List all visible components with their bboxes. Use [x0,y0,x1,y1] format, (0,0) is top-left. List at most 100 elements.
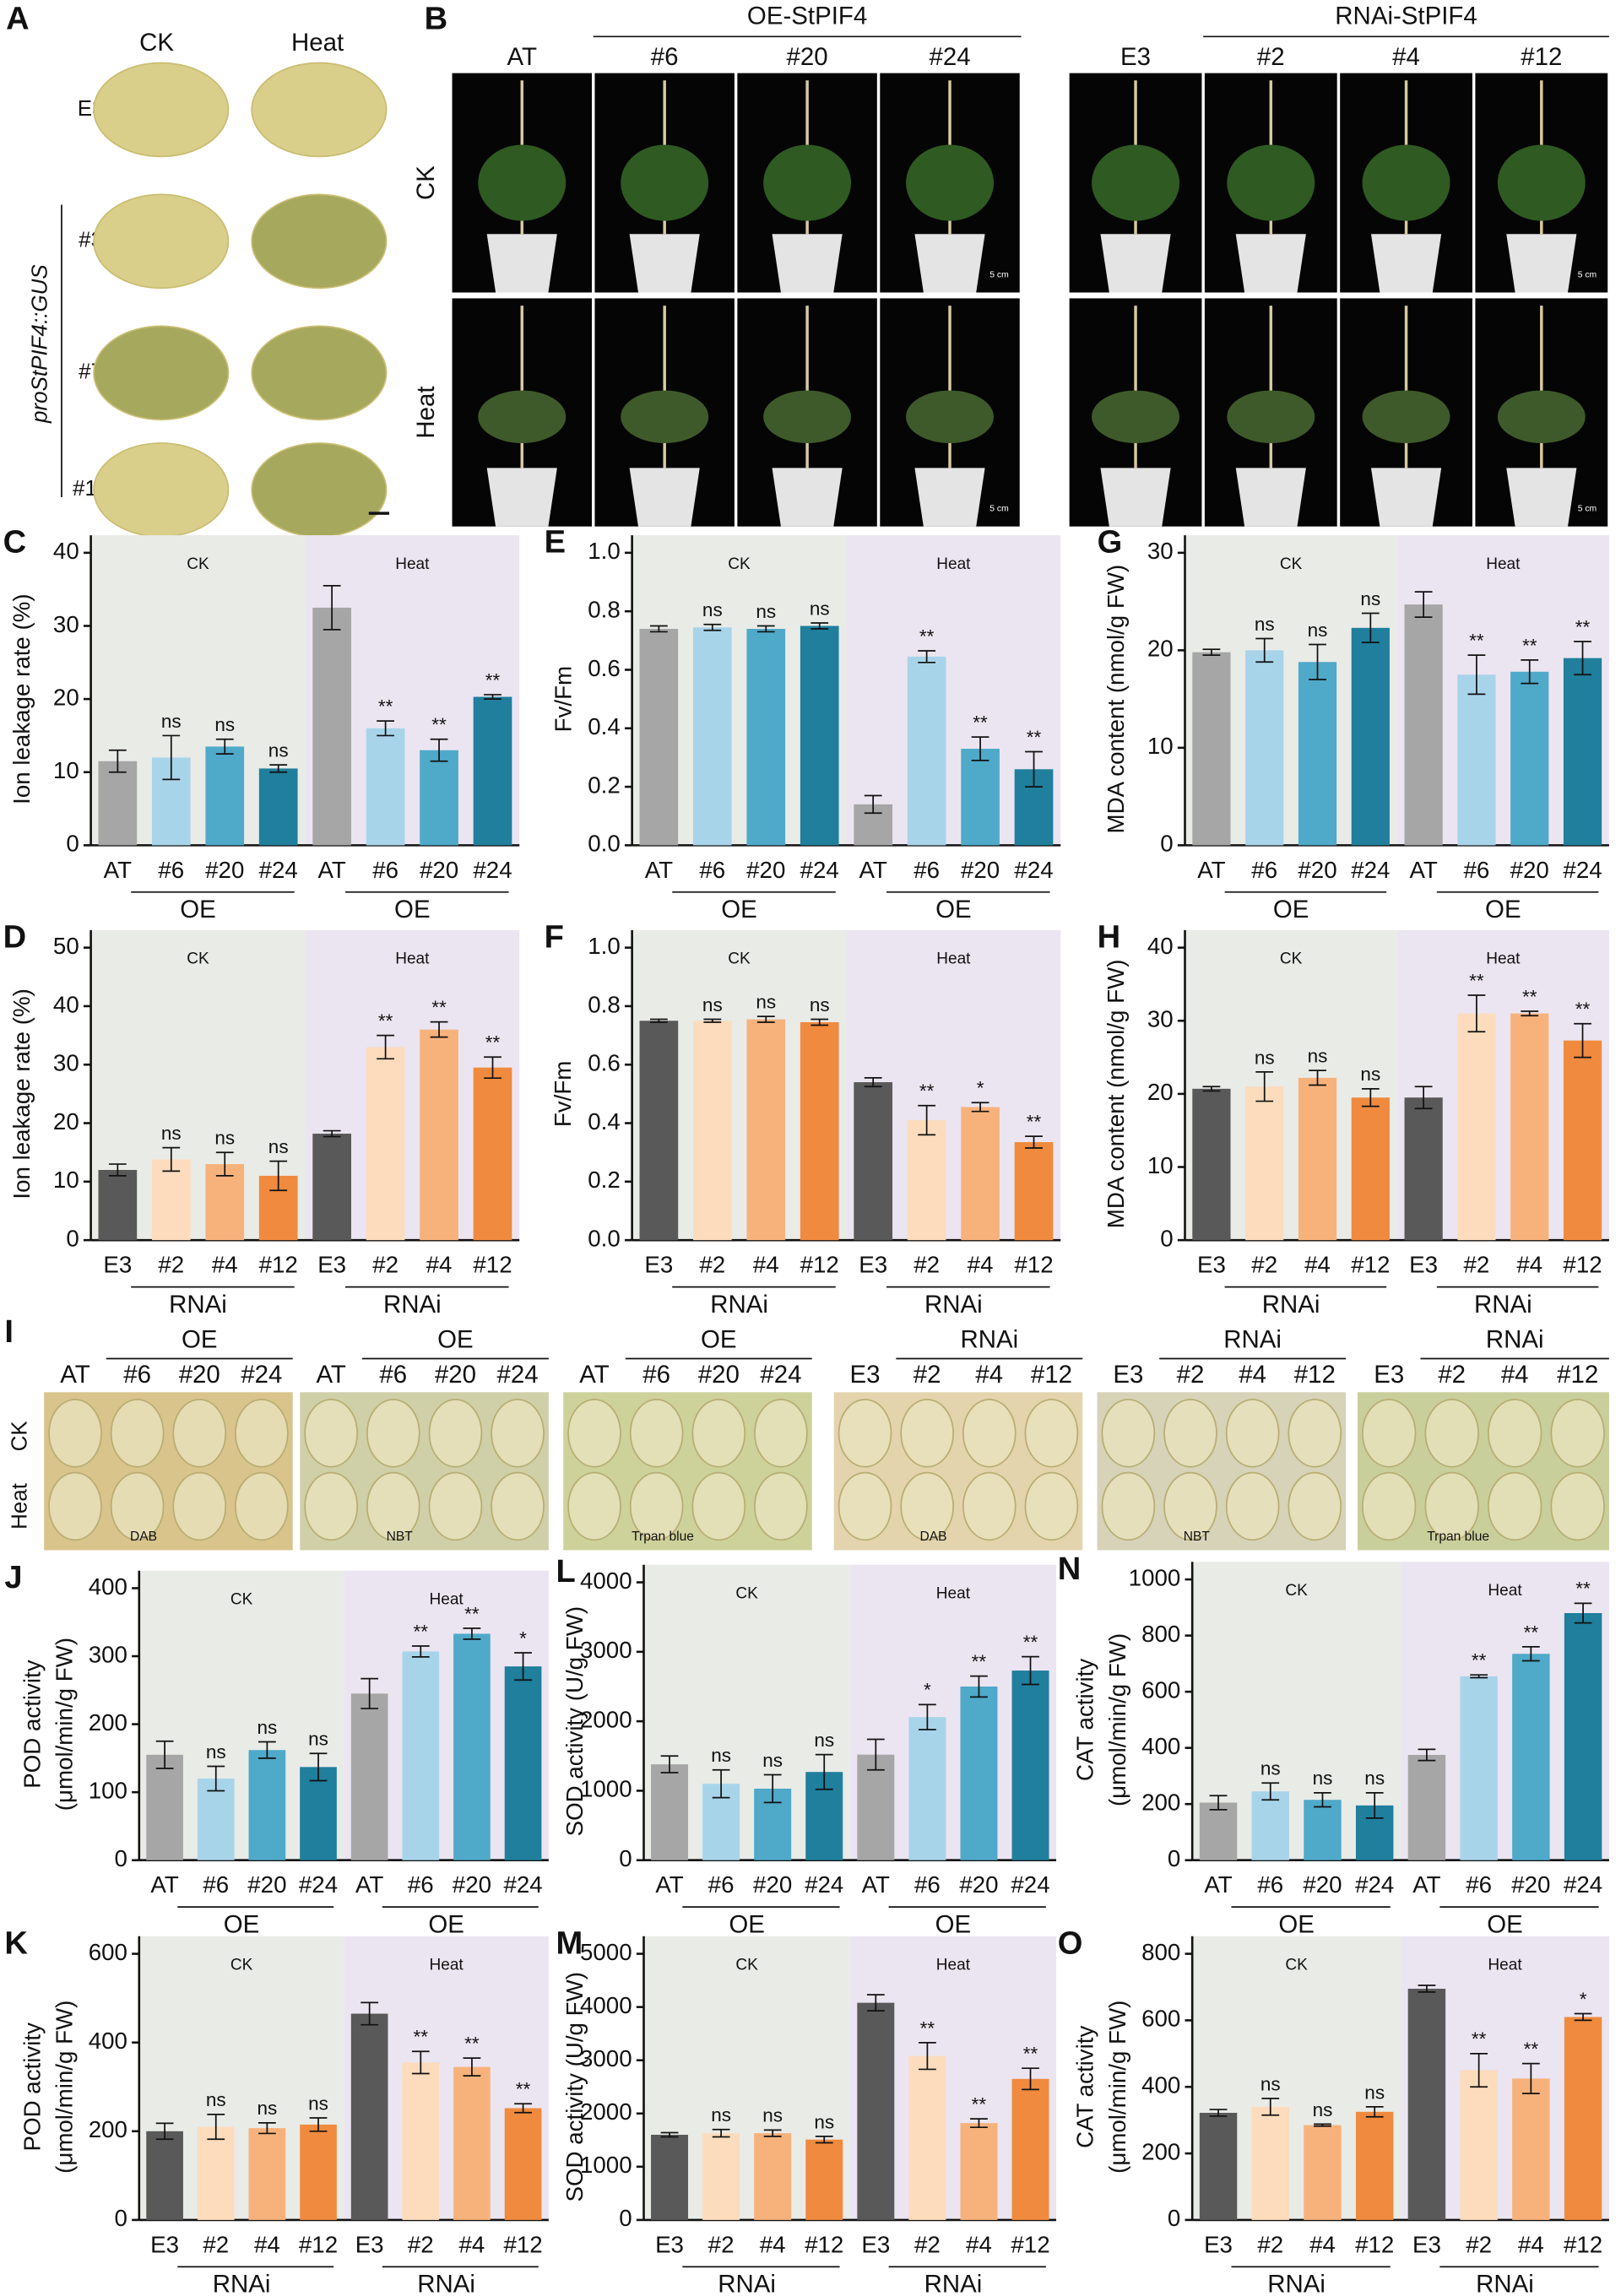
leaf [235,1399,289,1468]
leaf [428,1471,483,1541]
x-tick-label: AT [1412,1871,1440,1898]
column-label: E3 [1113,1361,1143,1389]
y-tick-label: 0.4 [588,713,621,739]
bar [402,2062,440,2220]
group-title: RNAi [960,1325,1018,1353]
group-title: RNAi [1223,1325,1282,1353]
bar [1460,2070,1498,2220]
panel-letter: C [3,525,27,560]
x-tick-label: #24 [1563,857,1602,883]
x-tick-label: E3 [655,2231,684,2257]
column-label: #20 [787,43,828,71]
bar [908,1717,946,1860]
error-bar [1521,1646,1540,1662]
y-tick-label: 10 [1147,733,1174,759]
significance-label: * [977,1078,984,1099]
foliage [1092,144,1180,221]
bar [1404,604,1443,846]
column-label: #4 [1501,1361,1529,1389]
group-label: RNAi [383,1291,442,1319]
error-bar [864,794,882,815]
bar [1512,1654,1550,1860]
x-tick-label: #20 [247,1871,286,1898]
y-tick-label: 30 [1147,1006,1174,1032]
bar [1351,627,1390,846]
pot [772,468,843,527]
group-label: RNAi [718,2271,776,2296]
stain-label: Trpan blue [1427,1530,1489,1544]
bar [420,1029,458,1241]
stain-label: NBT [387,1530,414,1544]
error-bar [361,1677,379,1709]
leaf [235,1471,289,1541]
significance-label: ns [1255,1047,1275,1068]
bar [420,750,458,846]
bar [151,1159,191,1241]
y-axis-label: Fv/Fm [550,666,576,732]
leaf [1550,1399,1605,1468]
section-label: Heat [395,950,430,968]
y-tick-label: 20 [53,1108,79,1134]
bar [312,607,351,846]
x-tick-label: #12 [1351,1252,1390,1278]
x-tick-label: #24 [473,857,512,883]
significance-label: ** [1027,1112,1042,1133]
panel-letter: K [4,1925,28,1961]
section-label: CK [735,1584,758,1602]
error-bar [810,622,829,630]
x-tick-label: #12 [805,2231,843,2257]
error-bar [660,2131,679,2138]
bar [1563,658,1602,846]
x-tick-label: #4 [426,1252,453,1278]
y-axis-label: SOD activity (U/g FW) [561,1972,588,2201]
column-label: #24 [241,1361,282,1389]
pot [629,468,700,527]
leaf [754,1399,808,1468]
bar [1407,1988,1446,2220]
bar [857,1754,895,1860]
column-label: AT [507,43,537,71]
error-bar [411,1645,430,1658]
y-tick-label: 200 [1141,2138,1180,2164]
panel-letter: E [545,525,566,560]
group-title: RNAi-StPIF4 [1335,3,1477,30]
error-bar [377,1034,395,1060]
significance-label: ns [711,1745,731,1766]
y-axis-label: MDA content (nmol/g FW) [1103,565,1129,834]
error-bar [970,1675,988,1698]
significance-label: ** [1469,970,1484,991]
pot [1370,468,1442,527]
section-label: Heat [936,950,971,968]
y-tick-label: 1.0 [588,538,621,564]
y-tick-label: 1000 [580,2152,632,2178]
column-label: Heat [291,29,344,57]
y-tick-label: 30 [1147,538,1174,564]
leaf [1225,1471,1280,1541]
x-tick-label: #6 [1257,1871,1283,1898]
group-label: RNAi [924,1291,983,1319]
significance-label: ** [378,1010,393,1032]
bar [854,1082,893,1241]
significance-label: ns [308,2093,328,2114]
leaf [754,1471,808,1541]
error-bar [323,1129,341,1138]
significance-label: ns [762,1750,783,1771]
significance-label: ** [1575,999,1591,1020]
error-bar [1209,1795,1228,1811]
section-label: CK [735,1956,758,1974]
bar [473,696,512,846]
significance-label: ns [1260,2073,1281,2094]
significance-label: ns [268,739,289,761]
group-title: OE [182,1325,218,1353]
leaf [304,1471,358,1541]
significance-label: ns [1308,620,1328,641]
bar [453,2066,491,2220]
error-bar [361,2001,379,2026]
y-tick-label: 0 [1160,1225,1173,1251]
significance-label: ** [1472,2028,1487,2050]
panel-letter: G [1098,525,1123,560]
bar [312,1134,351,1241]
leaf [491,1399,545,1468]
error-bar [207,1765,225,1792]
leaf [900,1471,954,1541]
